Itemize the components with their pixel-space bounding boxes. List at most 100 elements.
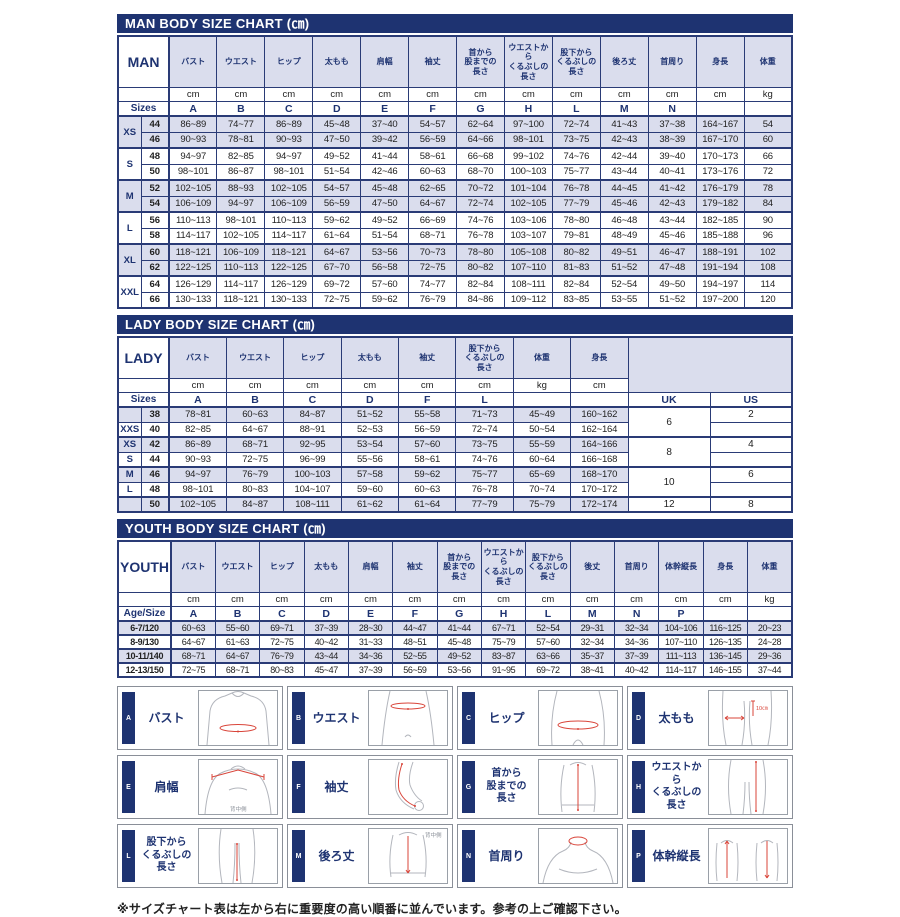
table-cell: 45~48 [436,634,482,650]
table-cell: 103~106 [503,211,553,229]
table-cell: 114~117 [216,275,266,293]
table-cell: 90~93 [168,131,218,149]
table-cell: 56~58 [360,259,410,277]
table-cell: 46~47 [647,243,697,261]
table-cell: 64 [140,275,171,293]
table-cell: 53~56 [360,243,410,261]
table-cell: 66 [743,147,793,165]
table-cell: C [259,606,305,622]
table-cell: 67~70 [312,259,362,277]
table-cell: cm [599,87,649,102]
table-cell: 52~54 [599,275,649,293]
table-cell: E [360,101,410,117]
table-cell: 77~79 [551,195,601,213]
table-cell: 55~58 [397,406,457,423]
table-cell: 32~34 [569,634,615,650]
table-cell: cm [397,378,457,393]
table-cell: 75~79 [512,496,572,513]
table-cell: 54 [743,115,793,133]
table-cell: cm [455,378,514,393]
table-cell: 96~99 [283,451,342,468]
table-cell: 股下から くるぶしの 長さ [525,540,571,593]
table-cell: 29~36 [746,648,793,664]
table-cell: 39~42 [360,131,410,149]
table-cell: 106~109 [216,243,266,261]
table-cell: 106~109 [168,195,218,213]
table-cell: 59~62 [360,291,410,309]
table-cell: 160~162 [570,406,629,423]
measure-label: ウエスト [312,710,361,725]
man-size-table: MAN バスト ウエスト ヒップ 太もも 肩幅 袖丈 首から 股までの 長さ ウエストから くる… [117,35,793,309]
table-cell: B [216,101,266,117]
table-cell: 72~75 [225,451,285,468]
table-cell: 52 [140,179,171,197]
table-cell: 後丈 [569,540,615,593]
table-cell: 105~108 [503,243,553,261]
table-cell: 102~105 [168,496,227,513]
measurement-panel-N: N 首周り [457,824,623,888]
table-row: Age/Size A B C D E F G H L M N P [117,606,793,622]
table-cell: 37~38 [647,115,697,133]
table-cell: F [408,101,458,117]
table-cell: 28~30 [347,620,394,636]
measure-figure-waist-icon [368,690,448,746]
measure-letter-badge: N [462,830,475,882]
table-cell: 51~52 [647,291,697,309]
man-size-chart-section: MAN BODY SIZE CHART (㎝) MAN バスト ウエスト ヒップ 太もも… [117,14,793,309]
table-cell: 126~129 [264,275,314,293]
table-cell: 118~121 [264,243,314,261]
table-row: Sizes A B C D F L UK US [117,392,793,408]
table-cell: cm [214,592,261,607]
table-cell: 109~112 [503,291,553,309]
table-cell: L [525,606,571,622]
table-row: 38 78~81 60~63 84~87 51~52 55~58 71~73 45~49 160… [117,406,793,438]
table-row: LADY バスト ウエスト ヒップ 太もも 袖丈 股下から くるぶしの 長さ 体重 身長 [117,336,793,393]
measurement-panel-A: A バスト [117,686,283,750]
table-cell: US [709,392,793,408]
table-cell: 60~63 [408,163,458,181]
table-cell: A [168,392,227,408]
age-size-label: 8-9/130 [117,634,172,650]
table-cell: 94~97 [264,147,314,165]
table-cell: 太もも [340,336,400,379]
table-cell: 40~42 [303,634,349,650]
table-cell: 64~67 [170,634,216,650]
table-cell: 75~77 [551,163,601,181]
table-cell: 61~63 [214,634,261,650]
table-cell: 62~65 [408,179,458,197]
uk-size-cell: 10 [627,466,711,498]
table-row: 50 98~101 86~87 98~101 51~54 42~46 60~63 68~70 1… [118,163,793,181]
table-cell: 肩幅 [347,540,394,593]
table-cell: 42~43 [599,131,649,149]
table-cell [570,392,629,408]
table-cell: 114~117 [658,662,704,678]
table-cell: 107~110 [658,634,704,650]
table-cell: 袖丈 [397,336,457,379]
table-cell: 71~73 [455,406,514,423]
measure-label: 首周り [488,848,525,863]
table-cell: 70~74 [512,481,572,498]
measure-label: 肩幅 [154,779,179,794]
measurement-panel-D: D 太もも 10㎝ [627,686,793,750]
table-cell: 44~45 [599,179,649,197]
table-cell: 50 [140,496,170,513]
table-row: cm cm cm cm cm cm cm cm cm cm cm cm kg [117,87,793,102]
table-cell: 袖丈 [408,35,458,88]
measure-label: 股下から くるぶしの 長さ [141,837,192,874]
table-cell: 61~64 [312,227,362,245]
table-cell: 84 [743,195,793,213]
table-cell: 86~89 [264,115,314,133]
table-cell: ウエストから くるぶしの 長さ [480,540,527,593]
table-cell: 48 [140,481,170,498]
table-cell: 102~105 [503,195,553,213]
table-cell: 79~81 [551,227,601,245]
size-group-label: XS [117,436,142,453]
table-cell: 37~44 [746,662,793,678]
table-row: XXS 40 82~85 64~67 88~91 52~53 56~59 72~74 50~54… [117,421,793,438]
table-cell: 78~81 [216,131,266,149]
table-cell: 86~89 [168,115,218,133]
measurement-panel-H: H ウエストから くるぶしの 長さ [627,755,793,819]
table-cell: 176~179 [695,179,745,197]
table-cell: 41~44 [436,620,482,636]
table-cell: 59~62 [397,466,457,483]
